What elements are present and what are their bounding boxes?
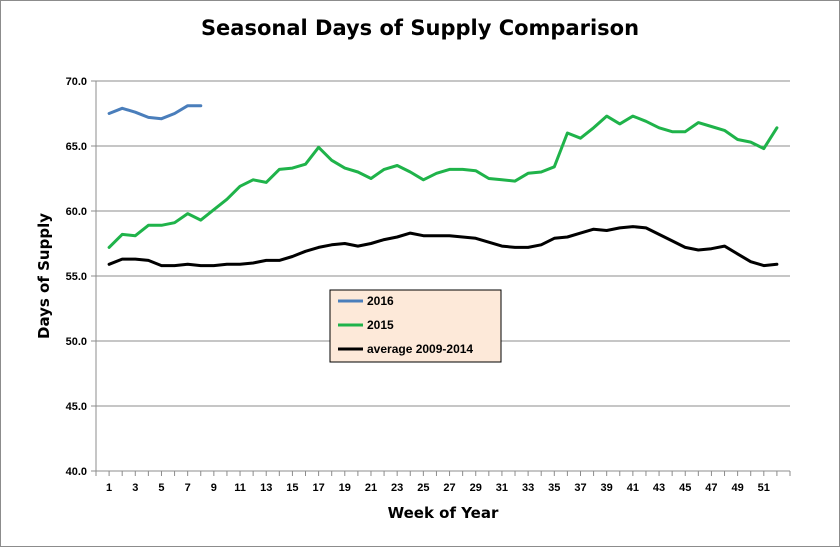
x-tick-label: 11: [234, 482, 246, 494]
x-tick-label: 19: [339, 482, 351, 494]
y-tick-label: 70.0: [66, 76, 87, 88]
series-line-3: [107, 225, 779, 268]
y-tick-label: 50.0: [66, 336, 87, 348]
x-tick-label: 39: [601, 482, 613, 494]
x-tick-label: 49: [731, 482, 743, 494]
legend: 2016 2015 average 2009-2014: [329, 289, 502, 363]
x-tick-label: 13: [260, 482, 272, 494]
x-tick-label: 41: [627, 482, 639, 494]
y-tick-label: 60.0: [66, 206, 87, 218]
series-line-1: [107, 104, 203, 121]
x-tick-label: 29: [470, 482, 482, 494]
chart-title: Seasonal Days of Supply Comparison: [201, 16, 639, 40]
x-tick-label: 37: [574, 482, 586, 494]
x-tick-label: 7: [185, 482, 191, 494]
x-tick-label: 47: [705, 482, 717, 494]
x-tick-label: 35: [548, 482, 560, 494]
x-tick-label: 33: [522, 482, 534, 494]
x-tick-label: 1: [106, 482, 112, 494]
x-tick-label: 9: [211, 482, 217, 494]
x-tick-label: 43: [653, 482, 665, 494]
y-axis-title: Days of Supply: [35, 213, 53, 339]
x-tick-label: 5: [158, 482, 164, 494]
legend-label-2: 2015: [367, 318, 394, 332]
x-tick-label: 27: [443, 482, 455, 494]
x-tick-label: 23: [391, 482, 403, 494]
legend-label-1: 2016: [367, 294, 394, 308]
y-tick-label: 40.0: [66, 466, 87, 478]
x-tick-label: 17: [312, 482, 324, 494]
x-axis-title: Week of Year: [388, 504, 499, 522]
x-tick-label: 31: [496, 482, 508, 494]
y-tick-label: 65.0: [66, 141, 87, 153]
legend-label-3: average 2009-2014: [367, 342, 473, 356]
x-tick-label: 21: [365, 482, 377, 494]
y-tick-label: 45.0: [66, 401, 87, 413]
y-tick-label: 55.0: [66, 271, 87, 283]
x-tick-label: 3: [132, 482, 138, 494]
x-tick-label: 25: [417, 482, 429, 494]
series-line-2: [107, 114, 779, 249]
x-tick-label: 15: [286, 482, 298, 494]
x-tick-label: 45: [679, 482, 691, 494]
x-tick-label: 51: [758, 482, 770, 494]
